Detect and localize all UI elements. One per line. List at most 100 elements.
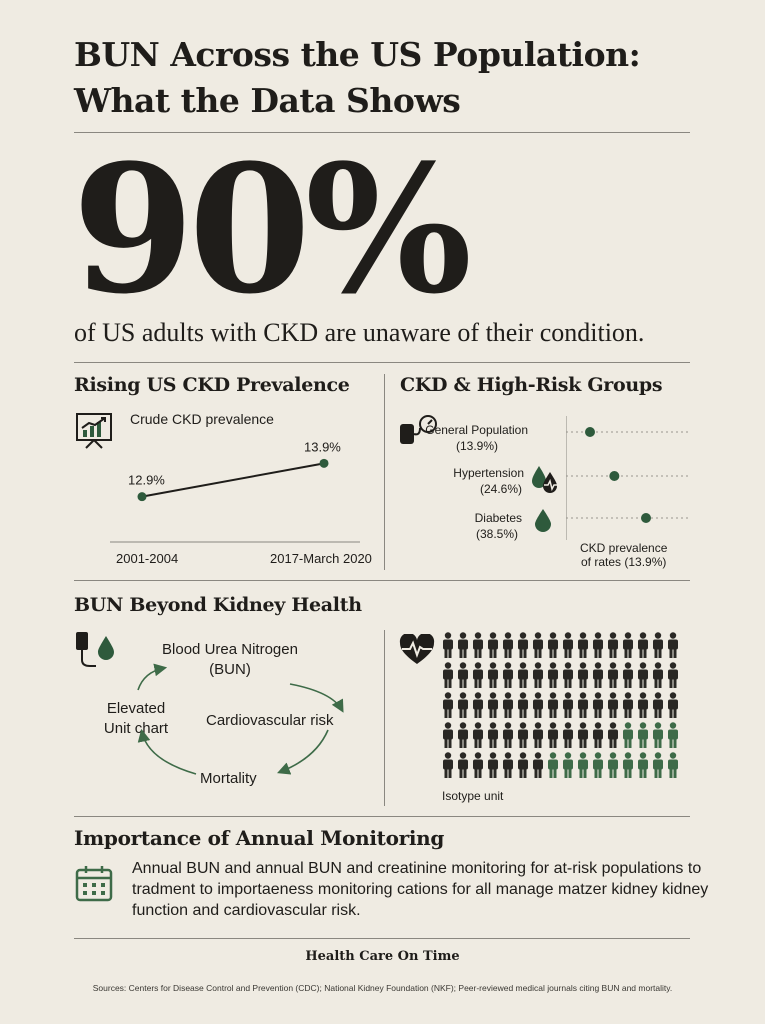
prevalence-value-label: 12.9% (128, 473, 165, 488)
person-icon (577, 632, 589, 658)
person-icon (607, 692, 619, 718)
person-icon (517, 752, 529, 778)
isotype-row (442, 662, 679, 688)
group-point (609, 471, 620, 481)
person-icon (517, 662, 529, 688)
chart-presentation-icon (76, 413, 112, 449)
person-icon (472, 722, 484, 748)
cycle-node-elevated: Elevated Unit chart (103, 700, 169, 737)
person-icon-highlighted (667, 752, 679, 778)
person-icon (472, 632, 484, 658)
person-icon (532, 752, 544, 778)
person-icon (547, 632, 559, 658)
person-icon (457, 632, 469, 658)
arrow-mortality-to-elevated (137, 728, 197, 775)
cycle-node-bun: Blood Urea Nitrogen (BUN) (162, 641, 298, 678)
isotype-row (442, 692, 679, 718)
divider (74, 580, 690, 581)
cycle-arrows (137, 663, 344, 775)
person-icon (637, 662, 649, 688)
person-icon (502, 662, 514, 688)
page-title: BUN Across the US Population: What the D… (74, 32, 714, 124)
person-icon (667, 662, 679, 688)
beyond-section-title: BUN Beyond Kidney Health (74, 594, 362, 616)
person-icon (562, 662, 574, 688)
person-icon (442, 752, 454, 778)
stethoscope-drop-icon (76, 632, 114, 667)
person-icon (517, 722, 529, 748)
person-icon (592, 662, 604, 688)
person-icon-highlighted (637, 752, 649, 778)
person-icon (637, 632, 649, 658)
prevalence-x-label-end: 2017-March 2020 (270, 551, 372, 566)
person-icon (547, 722, 559, 748)
monitoring-section-title: Importance of Annual Monitoring (74, 826, 445, 850)
groups-axis-label: CKD prevalence of rates (13.9%) (580, 541, 668, 569)
person-icon (502, 752, 514, 778)
person-icon (577, 722, 589, 748)
prevalence-value-label: 13.9% (304, 440, 341, 454)
person-icon (607, 722, 619, 748)
person-icon-highlighted (547, 752, 559, 778)
prevalence-point (137, 492, 147, 502)
isotype-grid (442, 632, 679, 782)
groups-section-title: CKD & High-Risk Groups (400, 374, 663, 396)
group-label-diabetes: Diabetes (38.5%) (474, 511, 522, 541)
person-icon (592, 722, 604, 748)
isotype-row (442, 632, 679, 658)
person-icon (622, 692, 634, 718)
person-icon (562, 632, 574, 658)
person-icon (667, 632, 679, 658)
isotype-label: Isotype unit (442, 789, 504, 803)
person-icon-highlighted (667, 722, 679, 748)
person-icon (502, 722, 514, 748)
person-icon (532, 662, 544, 688)
title-line-2: What the Data Shows (74, 81, 461, 120)
groups-dot-chart (566, 416, 688, 540)
blood-drops-icon (532, 466, 557, 493)
person-icon (652, 692, 664, 718)
person-icon-highlighted (562, 752, 574, 778)
arrow-bun-to-cardio (289, 683, 344, 713)
person-icon-highlighted (652, 752, 664, 778)
person-icon-highlighted (652, 722, 664, 748)
footer-brand: Health Care On Time (305, 949, 460, 964)
person-icon (622, 662, 634, 688)
person-icon-highlighted (577, 752, 589, 778)
person-icon (457, 662, 469, 688)
sources-text: Sources: Centers for Disease Control and… (92, 983, 673, 993)
prevalence-section-title: Rising US CKD Prevalence (74, 374, 350, 396)
person-icon (562, 692, 574, 718)
person-icon (607, 662, 619, 688)
person-icon (637, 692, 649, 718)
person-icon (487, 752, 499, 778)
hero-stat: 90% (72, 126, 472, 333)
isotype-row (442, 722, 679, 748)
title-line-1: BUN Across the US Population: (74, 35, 641, 74)
person-icon (457, 752, 469, 778)
blood-drop-icon (535, 509, 551, 532)
cycle-node-mortality: Mortality (200, 770, 257, 787)
person-icon (457, 692, 469, 718)
divider (384, 374, 385, 570)
divider (74, 362, 690, 363)
blood-pressure-monitor-icon (400, 415, 437, 444)
monitoring-text: Annual BUN and annual BUN and creatinine… (132, 860, 709, 919)
person-icon-highlighted (592, 752, 604, 778)
person-icon (547, 662, 559, 688)
prevalence-point (319, 458, 329, 468)
person-icon (532, 632, 544, 658)
person-icon (442, 722, 454, 748)
person-icon (532, 722, 544, 748)
divider (74, 816, 690, 817)
person-icon (622, 632, 634, 658)
person-icon-highlighted (607, 752, 619, 778)
person-icon-highlighted (622, 752, 634, 778)
person-icon (442, 632, 454, 658)
divider (384, 630, 385, 806)
person-icon-highlighted (637, 722, 649, 748)
arrow-cardio-to-mortality (277, 729, 329, 775)
person-icon (592, 632, 604, 658)
isotype-row (442, 752, 679, 778)
person-icon-highlighted (622, 722, 634, 748)
